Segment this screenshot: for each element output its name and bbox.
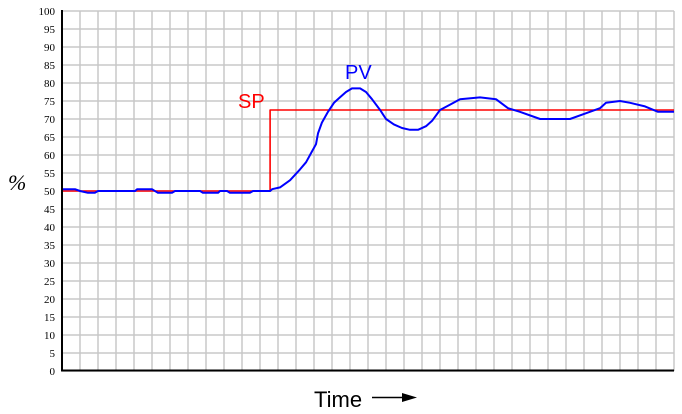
y-tick-labels: 0 5 10 15 20 25 30 35 40 45 50 55 60 65 70 75 80 85 90 95 10… (39, 6, 56, 378)
y-tick-label: 30 (44, 258, 56, 270)
y-tick-label: 60 (44, 150, 56, 162)
series-sp-line (62, 109, 674, 192)
y-tick-label: 15 (44, 312, 56, 324)
grid (61, 10, 675, 372)
pv-label: PV (345, 62, 372, 84)
y-tick-label: 5 (50, 348, 56, 360)
series-lines (62, 87, 674, 194)
y-tick-label: 100 (39, 6, 56, 18)
sp-label: SP (238, 91, 265, 113)
y-tick-label: 85 (44, 60, 56, 72)
x-axis-label: Time (314, 387, 362, 412)
right-arrow-icon (372, 393, 417, 402)
y-tick-label: 25 (44, 276, 56, 288)
y-tick-label: 55 (44, 168, 56, 180)
y-tick-label: 0 (50, 366, 56, 378)
y-tick-label: 70 (44, 114, 56, 126)
y-axis-label: % (8, 170, 26, 195)
y-tick-label: 90 (44, 42, 56, 54)
series-pv-line (62, 87, 674, 194)
y-tick-label: 50 (44, 186, 56, 198)
y-tick-label: 20 (44, 294, 56, 306)
y-tick-label: 10 (44, 330, 56, 342)
y-tick-label: 65 (44, 132, 56, 144)
y-tick-label: 35 (44, 240, 56, 252)
y-tick-label: 40 (44, 222, 56, 234)
y-tick-label: 95 (44, 24, 56, 36)
y-tick-label: 75 (44, 96, 56, 108)
y-tick-label: 45 (44, 204, 56, 216)
y-tick-label: 80 (44, 78, 56, 90)
